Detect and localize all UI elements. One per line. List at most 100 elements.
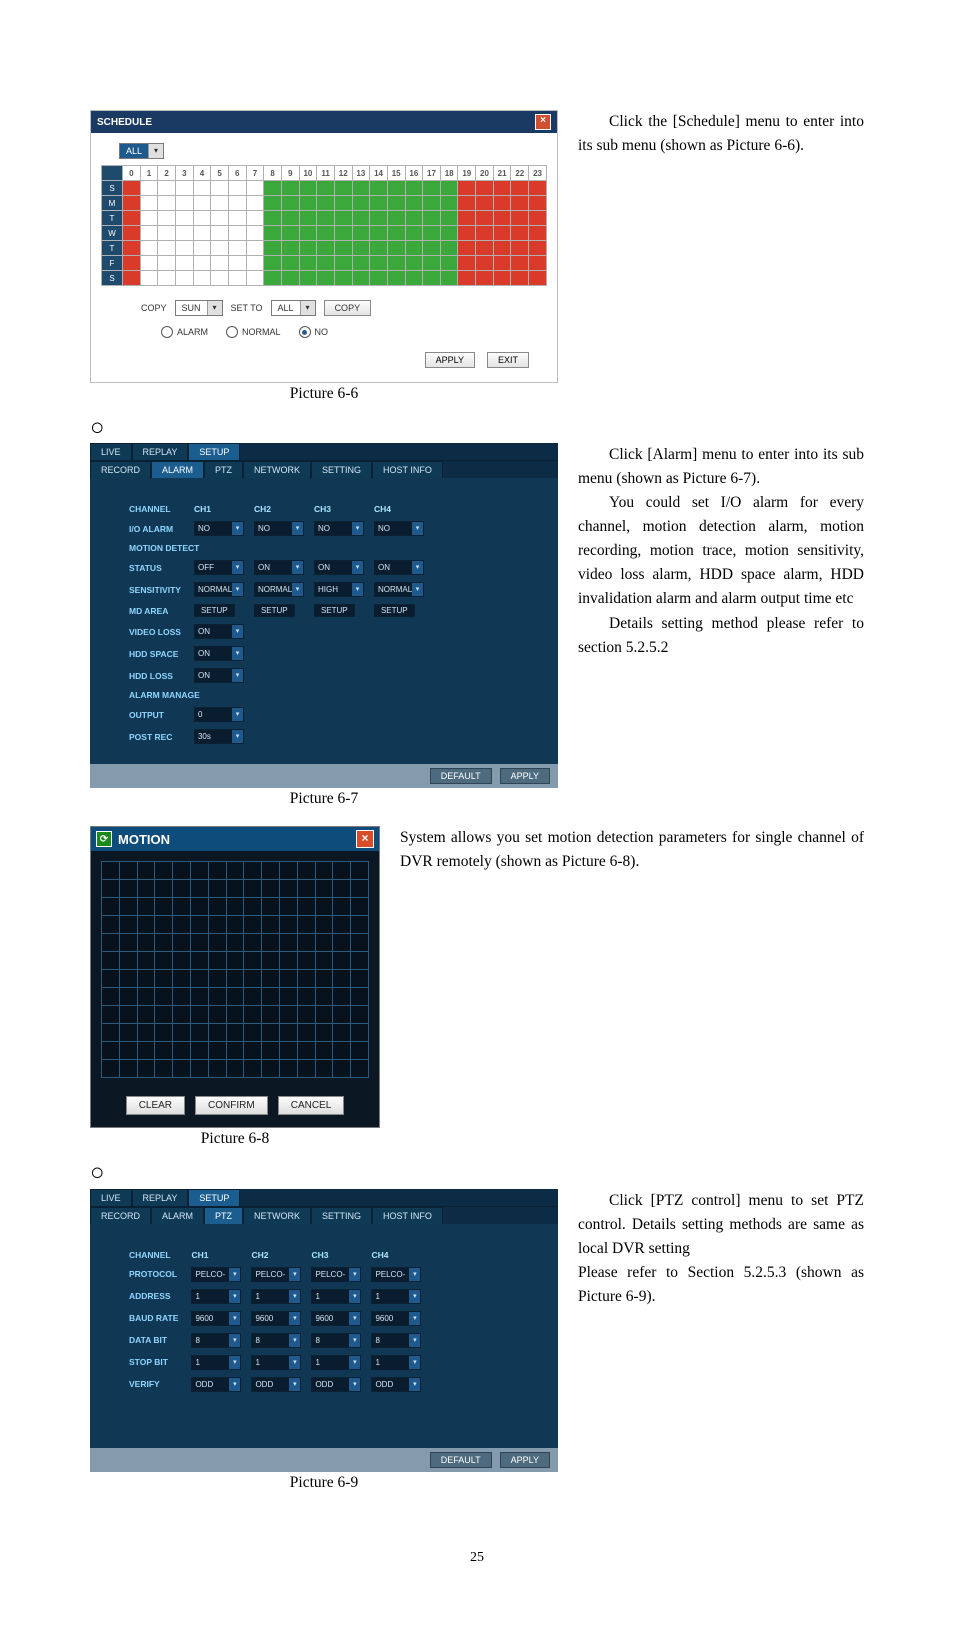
chevron-down-icon: ▾ — [352, 522, 363, 535]
tab-ptz[interactable]: PTZ — [204, 461, 243, 478]
channel-select[interactable]: ALL ▾ — [119, 143, 164, 159]
chevron-down-icon: ▾ — [289, 1334, 300, 1347]
setup-button[interactable]: SETUP — [374, 604, 415, 617]
select-address[interactable]: 1▾ — [251, 1289, 301, 1304]
close-icon[interactable]: × — [356, 830, 374, 848]
tab-setup[interactable]: SETUP — [188, 443, 240, 460]
exit-button[interactable]: EXIT — [487, 352, 529, 368]
cancel-button[interactable]: CANCEL — [278, 1096, 345, 1115]
setup-button[interactable]: SETUP — [254, 604, 295, 617]
select-i-o-alarm[interactable]: NO▾ — [254, 521, 304, 536]
select-protocol[interactable]: PELCO-D▾ — [311, 1267, 361, 1282]
select-protocol[interactable]: PELCO-D▾ — [251, 1267, 301, 1282]
default-button[interactable]: DEFAULT — [430, 768, 492, 784]
select-protocol[interactable]: PELCO-D▾ — [191, 1267, 241, 1282]
tab-replay[interactable]: REPLAY — [132, 1189, 189, 1206]
tab-setup[interactable]: SETUP — [188, 1189, 240, 1206]
chevron-down-icon: ▾ — [148, 144, 163, 158]
default-button[interactable]: DEFAULT — [430, 1452, 492, 1468]
tab-network[interactable]: NETWORK — [243, 1207, 311, 1224]
radio-normal[interactable]: NORMAL — [226, 326, 281, 338]
figure-6-8: ⟳ MOTION × CLEAR CONFIRM CANCEL Picture … — [90, 826, 380, 1156]
select-status[interactable]: ON▾ — [314, 560, 364, 575]
tab-live[interactable]: LIVE — [90, 443, 132, 460]
copy-label: COPY — [141, 303, 167, 313]
chevron-down-icon: ▾ — [232, 647, 243, 660]
chevron-down-icon: ▾ — [232, 522, 243, 535]
select-status[interactable]: ON▾ — [374, 560, 424, 575]
copy-from-select[interactable]: SUN ▾ — [175, 300, 223, 316]
select-stop-bit[interactable]: 1▾ — [311, 1355, 361, 1370]
chevron-down-icon: ▾ — [352, 583, 363, 596]
chevron-down-icon: ▾ — [232, 583, 243, 596]
select-data-bit[interactable]: 8▾ — [191, 1333, 241, 1348]
window-title: SCHEDULE — [97, 117, 152, 128]
radio-alarm[interactable]: ALARM — [161, 326, 208, 338]
select-hdd-space[interactable]: ON▾ — [194, 646, 244, 661]
setto-select[interactable]: ALL ▾ — [271, 300, 316, 316]
select-baud-rate[interactable]: 9600▾ — [311, 1311, 361, 1326]
select-address[interactable]: 1▾ — [311, 1289, 361, 1304]
select-post-rec[interactable]: 30s▾ — [194, 729, 244, 744]
select-sensitivity[interactable]: NORMAL▾ — [194, 582, 244, 597]
apply-button[interactable]: APPLY — [500, 768, 550, 784]
tab-alarm[interactable]: ALARM — [151, 461, 204, 478]
select-address[interactable]: 1▾ — [371, 1289, 421, 1304]
text-alarm-2: You could set I/O alarm for every channe… — [578, 491, 864, 611]
select-address[interactable]: 1▾ — [191, 1289, 241, 1304]
select-baud-rate[interactable]: 9600▾ — [371, 1311, 421, 1326]
select-status[interactable]: ON▾ — [254, 560, 304, 575]
chevron-down-icon: ▾ — [229, 1290, 240, 1303]
radio-no[interactable]: NO — [299, 326, 329, 338]
select-stop-bit[interactable]: 1▾ — [251, 1355, 301, 1370]
select-verify[interactable]: ODD▾ — [191, 1377, 241, 1392]
app-icon: ⟳ — [96, 831, 112, 847]
select-baud-rate[interactable]: 9600▾ — [251, 1311, 301, 1326]
tab-network[interactable]: NETWORK — [243, 461, 311, 478]
select-output[interactable]: 0▾ — [194, 707, 244, 722]
schedule-grid[interactable]: 01234567891011121314151617181920212223SM… — [101, 165, 547, 286]
copy-button[interactable]: COPY — [324, 300, 372, 316]
tab-setting[interactable]: SETTING — [311, 461, 372, 478]
select-data-bit[interactable]: 8▾ — [311, 1333, 361, 1348]
select-baud-rate[interactable]: 9600▾ — [191, 1311, 241, 1326]
select-data-bit[interactable]: 8▾ — [371, 1333, 421, 1348]
chevron-down-icon: ▾ — [409, 1334, 420, 1347]
select-i-o-alarm[interactable]: NO▾ — [194, 521, 244, 536]
select-i-o-alarm[interactable]: NO▾ — [374, 521, 424, 536]
select-status[interactable]: OFF▾ — [194, 560, 244, 575]
confirm-button[interactable]: CONFIRM — [195, 1096, 268, 1115]
setup-button[interactable]: SETUP — [314, 604, 355, 617]
select-verify[interactable]: ODD▾ — [311, 1377, 361, 1392]
select-protocol[interactable]: PELCO-D▾ — [371, 1267, 421, 1282]
tab-replay[interactable]: REPLAY — [132, 443, 189, 460]
select-video-loss[interactable]: ON▾ — [194, 624, 244, 639]
close-icon[interactable]: × — [535, 114, 551, 130]
select-i-o-alarm[interactable]: NO▾ — [314, 521, 364, 536]
tab-host info[interactable]: HOST INFO — [372, 1207, 443, 1224]
tab-setting[interactable]: SETTING — [311, 1207, 372, 1224]
tab-live[interactable]: LIVE — [90, 1189, 132, 1206]
select-stop-bit[interactable]: 1▾ — [371, 1355, 421, 1370]
tab-host info[interactable]: HOST INFO — [372, 461, 443, 478]
bullet: ○ — [90, 1166, 864, 1180]
select-verify[interactable]: ODD▾ — [251, 1377, 301, 1392]
tab-record[interactable]: RECORD — [90, 461, 151, 478]
setup-button[interactable]: SETUP — [194, 604, 235, 617]
tab-record[interactable]: RECORD — [90, 1207, 151, 1224]
chevron-down-icon: ▾ — [229, 1312, 240, 1325]
select-data-bit[interactable]: 8▾ — [251, 1333, 301, 1348]
select-sensitivity[interactable]: HIGH▾ — [314, 582, 364, 597]
tab-ptz[interactable]: PTZ — [204, 1207, 243, 1224]
motion-grid[interactable] — [101, 861, 369, 1078]
setto-label: SET TO — [231, 303, 263, 313]
select-stop-bit[interactable]: 1▾ — [191, 1355, 241, 1370]
select-sensitivity[interactable]: NORMAL▾ — [374, 582, 424, 597]
apply-button[interactable]: APPLY — [500, 1452, 550, 1468]
select-sensitivity[interactable]: NORMAL▾ — [254, 582, 304, 597]
tab-alarm[interactable]: ALARM — [151, 1207, 204, 1224]
clear-button[interactable]: CLEAR — [126, 1096, 185, 1115]
select-hdd-loss[interactable]: ON▾ — [194, 668, 244, 683]
select-verify[interactable]: ODD▾ — [371, 1377, 421, 1392]
apply-button[interactable]: APPLY — [425, 352, 475, 368]
